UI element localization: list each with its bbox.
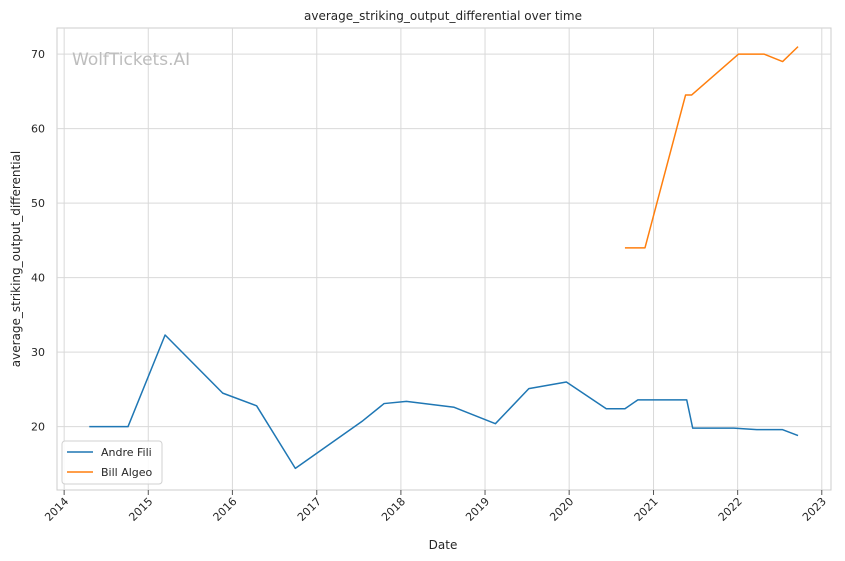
x-tick-label: 2014 bbox=[42, 495, 71, 524]
x-tick-label: 2023 bbox=[800, 495, 829, 524]
x-tick-label: 2016 bbox=[211, 495, 240, 524]
series-lines bbox=[89, 46, 799, 470]
y-tick-label: 70 bbox=[31, 48, 45, 61]
legend-label: Bill Algeo bbox=[101, 466, 153, 479]
x-axis-ticks: 2014 2015 2016 2017 2018 2019 2020 2021 2022 2023 bbox=[42, 490, 829, 524]
y-tick-label: 50 bbox=[31, 197, 45, 210]
y-tick-label: 40 bbox=[31, 272, 45, 285]
x-tick-label: 2019 bbox=[463, 495, 492, 524]
legend: Andre Fili Bill Algeo bbox=[61, 440, 163, 485]
chart-title: average_striking_output_differential ove… bbox=[304, 9, 582, 23]
x-tick-label: 2018 bbox=[379, 495, 408, 524]
grid bbox=[57, 28, 831, 490]
y-tick-label: 30 bbox=[31, 346, 45, 359]
x-tick-label: 2021 bbox=[632, 495, 661, 524]
series-line-2 bbox=[624, 46, 799, 249]
watermark: WolfTickets.AI bbox=[72, 50, 190, 70]
y-tick-label: 20 bbox=[31, 421, 45, 434]
y-tick-label: 60 bbox=[31, 123, 45, 136]
x-tick-label: 2015 bbox=[126, 495, 155, 524]
plot-area bbox=[56, 27, 832, 491]
series-line-1 bbox=[89, 334, 799, 470]
y-axis-label: average_striking_output_differential bbox=[9, 151, 23, 367]
legend-label: Andre Fili bbox=[101, 446, 152, 459]
y-axis-ticks: 20 30 40 50 60 70 bbox=[31, 48, 45, 434]
x-tick-label: 2022 bbox=[716, 495, 745, 524]
x-tick-label: 2017 bbox=[295, 495, 324, 524]
x-tick-label: 2020 bbox=[547, 495, 576, 524]
x-axis-label: Date bbox=[429, 538, 458, 552]
